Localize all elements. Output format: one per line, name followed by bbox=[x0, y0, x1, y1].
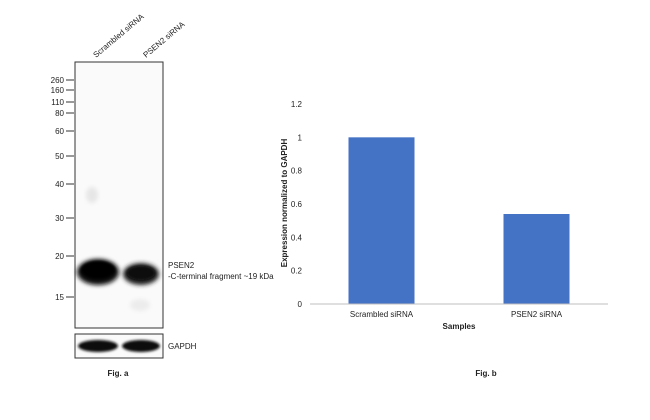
bar-scrambled-sirna bbox=[348, 137, 415, 304]
y-tick-label: 0.6 bbox=[291, 200, 303, 209]
fig-b-caption: Fig. b bbox=[475, 369, 496, 378]
lane-label-psen2: PSEN2 siRNA bbox=[142, 19, 187, 59]
y-tick-label: 0.4 bbox=[291, 233, 303, 242]
mw-marker-label: 15 bbox=[55, 293, 64, 302]
bar-chart-panel: Expression normalized to GAPDH 0 0.2 0.4 0.… bbox=[280, 100, 608, 378]
band-label-protein: PSEN2 bbox=[168, 261, 195, 270]
mw-marker-label: 50 bbox=[55, 152, 64, 161]
mw-marker-label: 80 bbox=[55, 109, 64, 118]
y-axis-label: Expression normalized to GAPDH bbox=[280, 139, 289, 268]
y-axis-ticks: 0 0.2 0.4 0.6 0.8 1 1.2 bbox=[291, 100, 303, 309]
y-tick-label: 0.2 bbox=[291, 267, 303, 276]
psen2-band-scrambled bbox=[77, 259, 119, 285]
x-tick-label: Scrambled siRNA bbox=[350, 310, 414, 319]
mw-marker-label: 160 bbox=[51, 86, 65, 95]
bar-psen2-sirna bbox=[503, 214, 570, 304]
gapdh-band-scrambled bbox=[78, 340, 118, 352]
x-tick-label: PSEN2 siRNA bbox=[511, 310, 563, 319]
mw-marker-label: 20 bbox=[55, 252, 64, 261]
y-tick-label: 1 bbox=[298, 133, 303, 142]
bar-series bbox=[348, 137, 570, 304]
mw-marker-label: 260 bbox=[51, 76, 65, 85]
psen2-band-psen2-sirna bbox=[123, 263, 159, 285]
fig-a-caption: Fig. a bbox=[108, 369, 129, 378]
mw-marker-label: 60 bbox=[55, 127, 64, 136]
background-smear bbox=[130, 299, 150, 311]
gapdh-label: GAPDH bbox=[168, 342, 197, 351]
y-tick-label: 0 bbox=[298, 300, 303, 309]
x-axis-label: Samples bbox=[443, 322, 476, 331]
mw-marker-label: 40 bbox=[55, 180, 64, 189]
gapdh-band-psen2-sirna bbox=[122, 340, 160, 352]
y-tick-label: 1.2 bbox=[291, 100, 303, 109]
background-smear bbox=[86, 187, 98, 203]
y-tick-label: 0.8 bbox=[291, 167, 303, 176]
lane-label-scrambled: Scrambled siRNA bbox=[92, 12, 147, 60]
mw-marker-label: 110 bbox=[51, 98, 64, 107]
mw-marker-label: 30 bbox=[55, 214, 64, 223]
x-axis-ticks: Scrambled siRNA PSEN2 siRNA bbox=[350, 310, 563, 319]
band-label-fragment: -C-terminal fragment ~19 kDa bbox=[168, 272, 274, 281]
